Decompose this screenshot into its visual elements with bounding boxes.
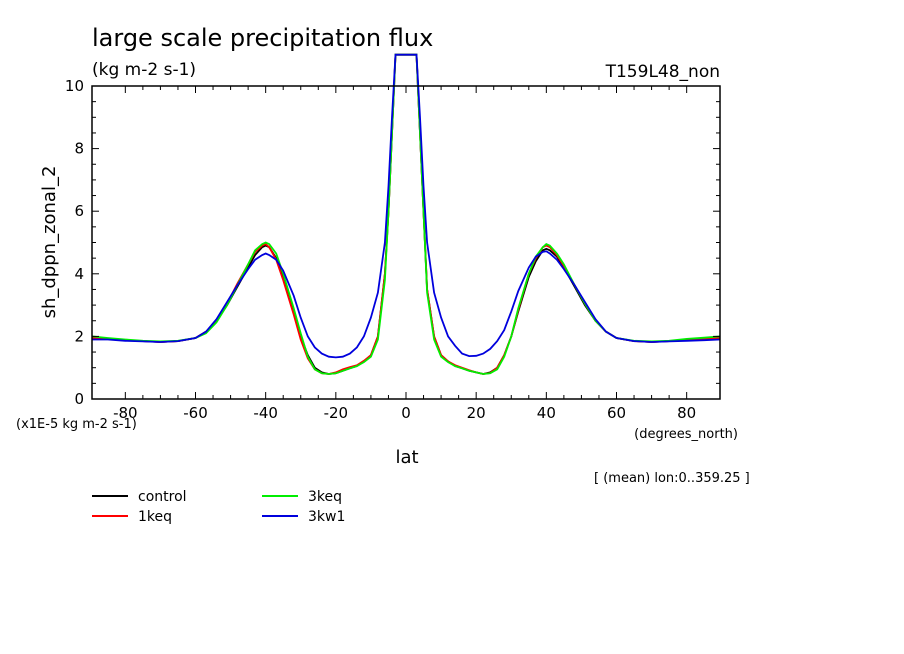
x-axis-label: lat <box>395 447 418 468</box>
x-tick-label: 20 <box>467 404 486 422</box>
y-tick-label: 4 <box>74 265 84 283</box>
x-tick-label: 40 <box>537 404 556 422</box>
x-tick-label: -20 <box>324 404 349 422</box>
x-axis-units: (degrees_north) <box>634 427 738 442</box>
plot-frame <box>91 85 721 400</box>
series-line-3keq <box>92 53 720 375</box>
series-lines <box>92 53 720 375</box>
x-tick-label: 60 <box>607 404 626 422</box>
y-tick-label: 10 <box>65 77 84 95</box>
y-tick-label: 2 <box>74 327 84 345</box>
legend-label-3kw1: 3kw1 <box>308 509 345 525</box>
chart-title: large scale precipitation flux <box>92 24 433 52</box>
y-tick-label: 0 <box>74 390 84 408</box>
axis-ticks: -80 -60 -40 -20 0 20 40 60 80 0 2 4 6 8 10 <box>65 77 720 422</box>
legend: control 1keq 3keq 3kw1 <box>92 489 345 525</box>
x-tick-label: 0 <box>401 404 411 422</box>
series-line-1keq <box>92 53 720 375</box>
run-label: T159L48_non <box>605 62 720 82</box>
legend-label-control: control <box>138 489 187 505</box>
x-tick-label: -60 <box>183 404 208 422</box>
chart-units: (kg m-2 s-1) <box>92 60 196 80</box>
series-line-3kw1 <box>92 53 720 359</box>
y-tick-label: 6 <box>74 202 84 220</box>
y-tick-label: 8 <box>74 140 84 158</box>
x-tick-label: -40 <box>253 404 278 422</box>
series-line-control <box>92 53 720 375</box>
x-tick-label: 80 <box>677 404 696 422</box>
footnote: [ (mean) lon:0..359.25 ] <box>594 471 750 486</box>
legend-label-3keq: 3keq <box>308 489 342 505</box>
y-axis-label: sh_dppn_zonal_2 <box>39 166 60 319</box>
scale-note: (x1E-5 kg m-2 s-1) <box>16 417 137 432</box>
legend-label-1keq: 1keq <box>138 509 172 525</box>
x-tick-label: -80 <box>113 404 138 422</box>
